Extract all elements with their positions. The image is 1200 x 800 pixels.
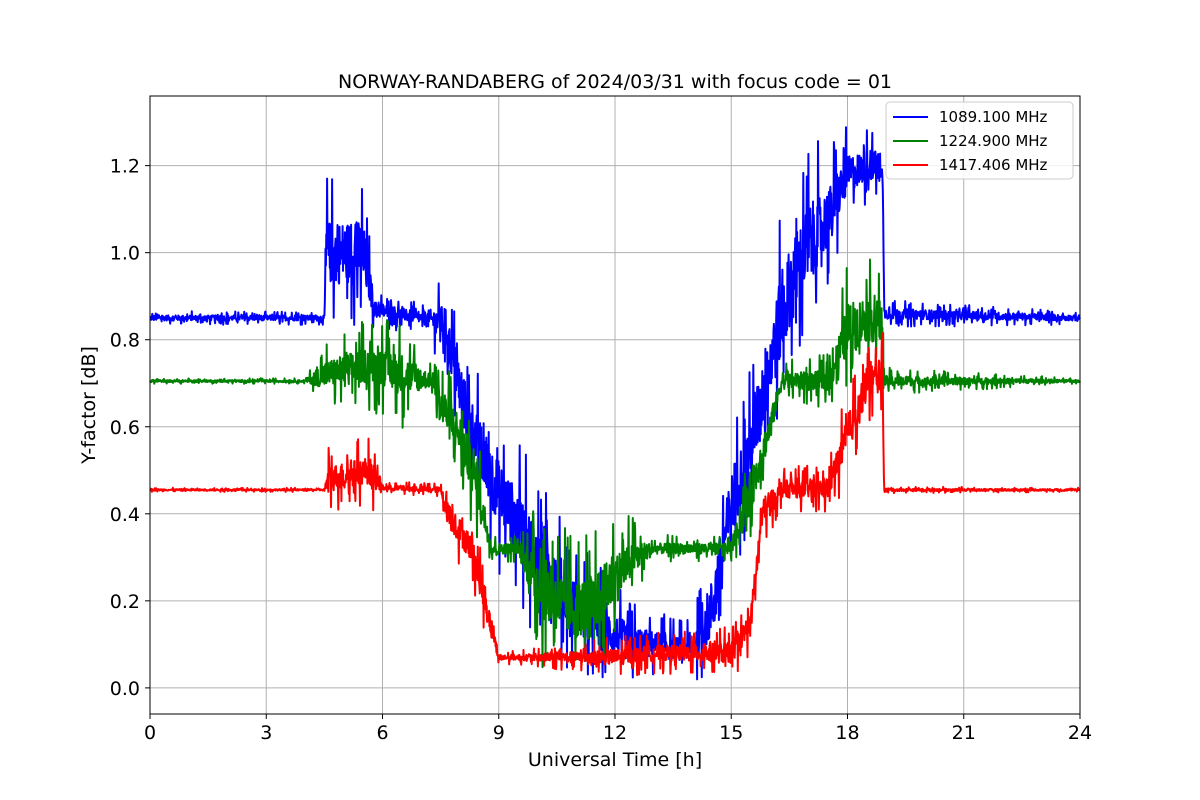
legend-label-2: 1417.406 MHz bbox=[939, 156, 1048, 174]
series-line-2 bbox=[149, 332, 1081, 677]
y-tick-label: 1.2 bbox=[110, 156, 140, 178]
legend-box bbox=[885, 101, 1074, 180]
y-tick-label: 0.2 bbox=[110, 591, 140, 613]
x-tick-label: 12 bbox=[603, 722, 627, 744]
y-tick-label: 0.0 bbox=[110, 678, 140, 700]
y-tick-label: 0.8 bbox=[110, 330, 140, 352]
y-tick-label: 0.6 bbox=[110, 417, 140, 439]
y-tick-label: 1.0 bbox=[110, 243, 140, 265]
x-tick-label: 6 bbox=[376, 722, 388, 744]
series-lines bbox=[149, 126, 1081, 681]
chart-title: NORWAY-RANDABERG of 2024/03/31 with focu… bbox=[338, 71, 892, 93]
y-axis-label: Y-factor [dB] bbox=[78, 346, 100, 465]
x-axis-label: Universal Time [h] bbox=[528, 749, 702, 771]
x-tick-label: 9 bbox=[493, 722, 505, 744]
axis-ticks: 0 3 6 9 12 15 18 21 24 0.0 0.2 0.4 0.6 0.8 1.0 1.2 bbox=[110, 156, 1092, 744]
series-line-1 bbox=[149, 258, 1081, 669]
x-tick-label: 3 bbox=[260, 722, 272, 744]
legend-label-0: 1089.100 MHz bbox=[939, 108, 1048, 126]
legend-label-1: 1224.900 MHz bbox=[939, 132, 1048, 150]
x-tick-label: 24 bbox=[1068, 722, 1092, 744]
x-tick-label: 0 bbox=[144, 722, 156, 744]
y-tick-label: 0.4 bbox=[110, 504, 140, 526]
x-tick-label: 15 bbox=[719, 722, 743, 744]
legend: 1089.100 MHz 1224.900 MHz 1417.406 MHz bbox=[885, 101, 1074, 180]
x-tick-label: 21 bbox=[952, 722, 976, 744]
x-tick-label: 18 bbox=[835, 722, 859, 744]
